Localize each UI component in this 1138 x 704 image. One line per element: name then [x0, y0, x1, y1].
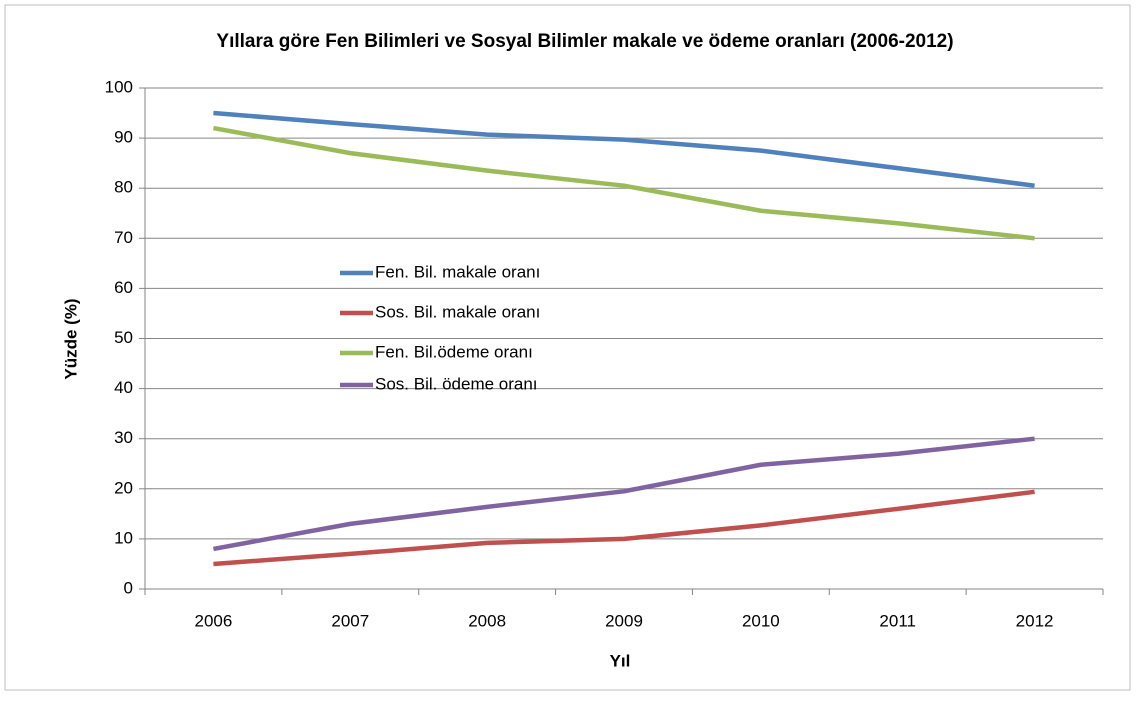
series-line [213, 436, 1035, 552]
y-tick-label: 0 [124, 578, 133, 597]
x-tick-label: 2006 [195, 611, 233, 630]
y-tick-label: 30 [114, 428, 133, 447]
x-tick-label: 2007 [331, 611, 369, 630]
x-tick-label: 2010 [742, 611, 780, 630]
x-tick-label: 2012 [1016, 611, 1054, 630]
y-tick-label: 40 [114, 378, 133, 397]
y-tick-label: 90 [114, 128, 133, 147]
y-tick-label: 100 [105, 77, 133, 96]
x-tick-label: 2008 [468, 611, 506, 630]
series-line [213, 489, 1035, 567]
y-tick-label: 50 [114, 328, 133, 347]
legend-label: Sos. Bil. makale oranı [375, 302, 540, 321]
y-tick-label: 70 [114, 228, 133, 247]
y-tick-label: 10 [114, 528, 133, 547]
legend-label: Fen. Bil.ödeme oranı [375, 342, 533, 361]
series-line [213, 110, 1035, 188]
x-axis-title: Yıl [610, 651, 631, 670]
y-tick-label: 20 [114, 478, 133, 497]
y-tick-label: 60 [114, 278, 133, 297]
x-tick-label: 2011 [879, 611, 916, 630]
chart-frame [4, 4, 1131, 691]
legend-label: Fen. Bil. makale oranı [375, 262, 540, 281]
chart-title: Yıllara göre Fen Bilimleri ve Sosyal Bil… [216, 31, 953, 52]
y-axis-title: Yüzde (%) [61, 298, 80, 379]
y-tick-label: 80 [114, 178, 133, 197]
series-line [213, 125, 1035, 241]
x-tick-label: 2009 [605, 611, 643, 630]
legend-label: Sos. Bil. ödeme oranı [375, 374, 538, 393]
